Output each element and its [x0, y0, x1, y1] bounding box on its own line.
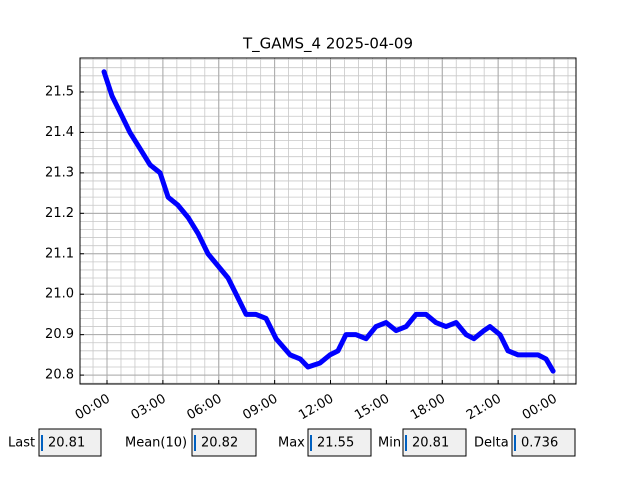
grid — [80, 58, 576, 384]
stat-label: Mean(10) — [125, 436, 187, 451]
stats-panel: Last 20.81 Mean(10) 20.82 Max 21.55 Min 20.81 De… — [8, 428, 576, 457]
y-tick-label: 21.3 — [45, 165, 74, 180]
stat-label: Min — [378, 436, 401, 451]
chart-title: T_GAMS_4 2025-04-09 — [242, 35, 413, 54]
stat-box — [191, 428, 257, 457]
stat-label: Last — [8, 436, 35, 451]
stat-label: Max — [278, 436, 305, 451]
stat-label: Delta — [474, 436, 509, 451]
y-tick-label: 20.8 — [45, 368, 74, 383]
data-line — [101, 69, 556, 374]
stat-box — [511, 428, 576, 457]
stat-value: 0.736 — [521, 436, 558, 451]
y-tick-label: 21.1 — [45, 246, 74, 261]
y-tick-label: 21.4 — [45, 125, 74, 140]
y-tick-label: 20.9 — [45, 327, 74, 342]
stat-value: 20.81 — [48, 436, 85, 451]
y-tick-label: 21.5 — [45, 84, 74, 99]
plot — [101, 69, 556, 374]
stat-value: 20.81 — [412, 436, 449, 451]
stat-value: 20.82 — [201, 436, 238, 451]
stat-value: 21.55 — [317, 436, 354, 451]
axes-frame — [79, 57, 577, 385]
stat-box — [307, 428, 372, 457]
y-tick-label: 21.2 — [45, 206, 74, 221]
stat-box — [38, 428, 102, 457]
y-tick-label: 21.0 — [45, 287, 74, 302]
stat-box — [402, 428, 467, 457]
